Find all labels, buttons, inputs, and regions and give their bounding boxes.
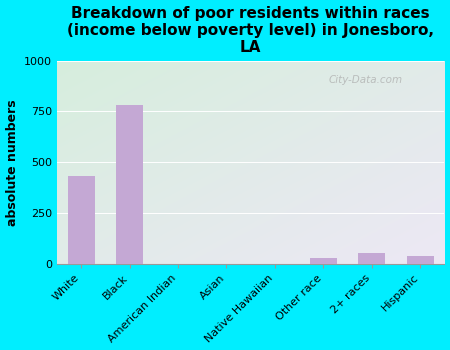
Bar bbox=[68, 176, 94, 264]
Bar bbox=[116, 105, 143, 264]
Title: Breakdown of poor residents within races
(income below poverty level) in Jonesbo: Breakdown of poor residents within races… bbox=[67, 6, 434, 55]
Y-axis label: absolute numbers: absolute numbers bbox=[5, 99, 18, 225]
Text: City-Data.com: City-Data.com bbox=[328, 75, 402, 85]
Bar bbox=[359, 253, 385, 264]
Bar bbox=[407, 256, 433, 264]
Bar bbox=[310, 258, 337, 264]
